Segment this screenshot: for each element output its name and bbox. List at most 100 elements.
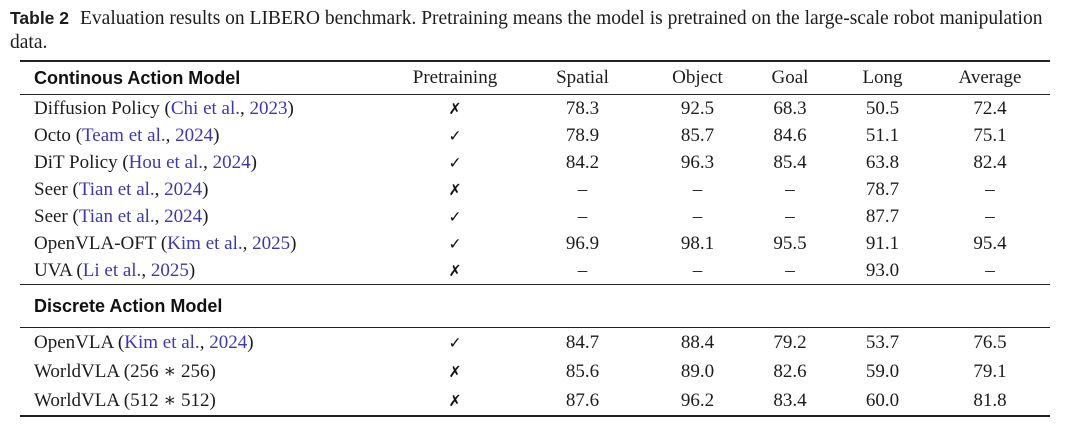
pretraining-check-icon: ✓: [448, 153, 462, 172]
metric-value: –: [985, 178, 995, 200]
pretraining-cell: ✓: [395, 332, 515, 354]
metric-value: 81.8: [973, 389, 1007, 411]
metric-value: 96.2: [680, 389, 715, 411]
table-row: WorldVLA (512 ∗ 512) ✗ 87.6 96.2 83.4 60.0 81.…: [20, 386, 1050, 415]
section-header: Discrete Action Model: [34, 295, 223, 316]
citation-link[interactable]: Kim et al.: [167, 232, 243, 254]
pretraining-cross-icon: ✗: [448, 180, 462, 199]
column-header-average: Average: [958, 67, 1022, 88]
metric-value: –: [785, 178, 795, 200]
citation-link[interactable]: Tian et al.: [78, 205, 155, 227]
metric-value: 53.7: [865, 331, 900, 353]
metric-value: 82.4: [973, 151, 1007, 173]
metric-value: 91.1: [865, 232, 900, 254]
metric-value: –: [785, 205, 795, 227]
model-cell: DiT Policy (Hou et al., 2024): [34, 151, 257, 173]
citation-year-link[interactable]: 2024: [164, 178, 203, 200]
pretraining-cross-icon: ✗: [448, 391, 462, 410]
metric-value: 51.1: [865, 124, 900, 146]
table-row: Octo (Team et al., 2024) ✓ 78.9 85.7 84.6 51.…: [20, 122, 1050, 149]
model-name: WorldVLA (512 ∗ 512): [34, 390, 216, 411]
model-name: Octo: [34, 124, 71, 146]
metric-value: –: [692, 178, 703, 200]
metric-value: 75.1: [973, 124, 1007, 146]
metric-value: –: [577, 259, 588, 281]
model-name: OpenVLA-OFT: [34, 232, 157, 254]
model-cell: Diffusion Policy (Chi et al., 2023): [34, 97, 294, 119]
citation-link[interactable]: Tian et al.: [78, 178, 155, 200]
column-header-object: Object: [672, 67, 723, 88]
model-name: UVA: [34, 259, 72, 281]
pretraining-check-icon: ✓: [448, 333, 462, 352]
pretraining-check-icon: ✓: [448, 126, 462, 145]
pretraining-cross-icon: ✗: [448, 261, 462, 280]
citation-year-link[interactable]: 2024: [164, 205, 203, 227]
pretraining-cell: ✓: [395, 152, 515, 174]
metric-value: 84.2: [565, 151, 600, 173]
metric-value: –: [692, 259, 703, 281]
metric-value: 68.3: [773, 97, 807, 119]
metric-value: 85.7: [680, 124, 715, 146]
pretraining-cell: ✗: [395, 390, 515, 412]
metric-value: 95.4: [973, 232, 1007, 254]
metric-value: –: [577, 205, 588, 227]
metric-value: 96.9: [565, 232, 600, 254]
citation-year-link[interactable]: 2025: [150, 259, 189, 281]
metric-value: 79.1: [973, 360, 1007, 382]
table-row: OpenVLA (Kim et al., 2024) ✓ 84.7 88.4 79.2 5…: [20, 328, 1050, 357]
citation-year-link[interactable]: 2024: [212, 151, 251, 173]
citation-year-link[interactable]: 2024: [209, 331, 248, 353]
metric-value: –: [692, 205, 703, 227]
section-divider-row: Discrete Action Model: [20, 284, 1050, 328]
section-header: Continous Action Model: [34, 67, 241, 88]
metric-value: 92.5: [680, 97, 715, 119]
table-row: DiT Policy (Hou et al., 2024) ✓ 84.2 96.3 85…: [20, 149, 1050, 176]
metric-value: 95.5: [773, 232, 807, 254]
model-cell: UVA (Li et al., 2025): [34, 259, 196, 281]
metric-value: 96.3: [680, 151, 715, 173]
metric-value: 89.0: [680, 360, 715, 382]
model-cell: OpenVLA (Kim et al., 2024): [34, 331, 254, 353]
pretraining-cross-icon: ✗: [448, 99, 462, 118]
model-name: Seer: [34, 205, 68, 227]
citation-link[interactable]: Kim et al.: [124, 331, 200, 353]
citation-year-link[interactable]: 2024: [175, 124, 214, 146]
citation-link[interactable]: Hou et al.: [128, 151, 204, 173]
pretraining-check-icon: ✓: [448, 234, 462, 253]
model-cell: OpenVLA-OFT (Kim et al., 2025): [34, 232, 297, 254]
metric-value: 59.0: [865, 360, 900, 382]
table-row: Seer (Tian et al., 2024) ✗ – – – 78.7 –: [20, 176, 1050, 203]
metric-value: –: [985, 259, 995, 281]
citation-link[interactable]: Team et al.: [82, 124, 166, 146]
metric-value: 84.6: [773, 124, 807, 146]
table-row: WorldVLA (256 ∗ 256) ✗ 85.6 89.0 82.6 59.0 79.…: [20, 357, 1050, 386]
metric-value: 63.8: [865, 151, 900, 173]
table-row: UVA (Li et al., 2025) ✗ – – – 93.0 –: [20, 257, 1050, 284]
metric-value: 85.6: [565, 360, 600, 382]
citation-link[interactable]: Chi et al.: [170, 97, 241, 119]
metric-value: –: [985, 205, 995, 227]
model-name: Diffusion Policy: [34, 97, 160, 119]
metric-value: 50.5: [865, 97, 900, 119]
table-row: Seer (Tian et al., 2024) ✓ – – – 87.7 –: [20, 203, 1050, 230]
metric-value: 87.7: [865, 205, 900, 227]
metric-value: 72.4: [973, 97, 1007, 119]
metric-value: 78.7: [865, 178, 900, 200]
metric-value: 82.6: [773, 360, 807, 382]
column-header-pretraining: Pretraining: [412, 67, 498, 88]
column-header-goal: Goal: [771, 67, 809, 88]
model-cell: Octo (Team et al., 2024): [34, 124, 220, 146]
metric-value: –: [577, 178, 588, 200]
model-cell: Seer (Tian et al., 2024): [34, 205, 209, 227]
citation-link[interactable]: Li et al.: [82, 259, 142, 281]
pretraining-check-icon: ✓: [448, 207, 462, 226]
pretraining-cell: ✓: [395, 233, 515, 255]
citation-year-link[interactable]: 2025: [252, 232, 291, 254]
metric-value: 60.0: [865, 389, 900, 411]
column-header-long: Long: [862, 67, 903, 88]
pretraining-cell: ✗: [395, 260, 515, 282]
citation-year-link[interactable]: 2023: [249, 97, 288, 119]
caption-label: Table 2: [10, 8, 70, 28]
column-header-spatial: Spatial: [556, 67, 609, 88]
